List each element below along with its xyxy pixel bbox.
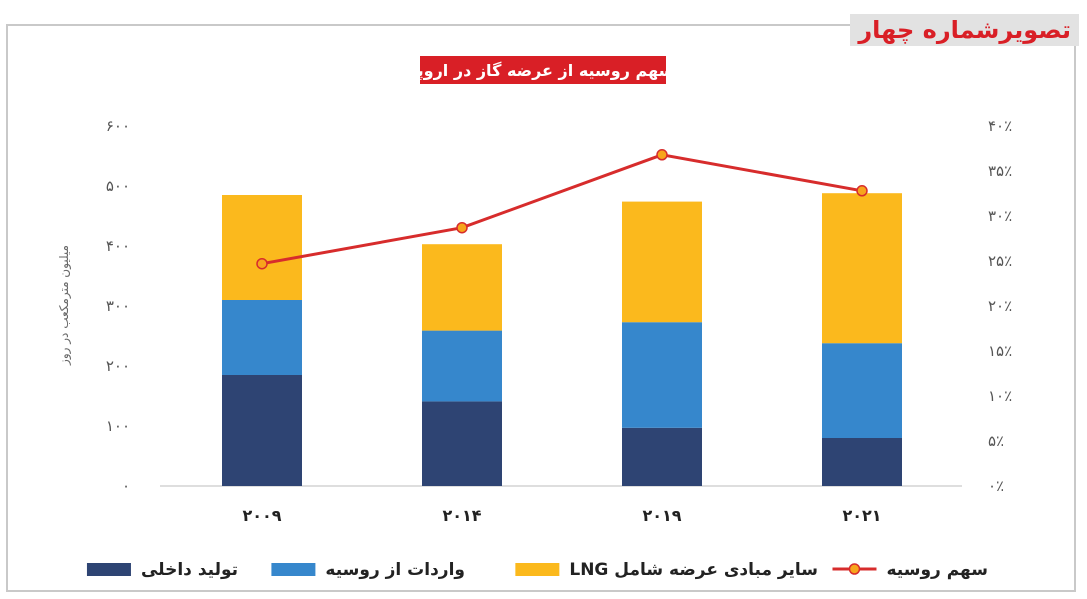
chart-title-background	[420, 56, 666, 84]
y2-tick-label: ۳۰٪	[988, 207, 1012, 225]
bar-segment	[622, 201, 702, 323]
y-tick-label: ۰	[122, 477, 130, 495]
bar-segment	[222, 375, 302, 486]
bars	[222, 193, 902, 486]
y-tick-label: ۲۰۰	[106, 357, 130, 375]
bar-segment	[422, 244, 502, 331]
x-tick-label: ۲۰۱۹	[642, 506, 681, 525]
y-axis-ticks: ۰ ۱۰۰ ۲۰۰ ۳۰۰ ۴۰۰ ۵۰۰ ۶۰۰	[106, 117, 130, 495]
bar-segment	[822, 343, 902, 438]
y-tick-label: ۶۰۰	[106, 117, 130, 135]
legend-swatch	[515, 563, 560, 576]
bar-segment	[222, 300, 302, 375]
y2-tick-label: ۱۰٪	[988, 387, 1012, 405]
legend-label: سهم روسیه	[886, 560, 988, 580]
bar-segment	[622, 427, 702, 486]
x-tick-label: ۲۰۱۴	[442, 506, 481, 525]
share-point	[256, 257, 268, 270]
bar-segment	[622, 322, 702, 428]
bar-segment	[422, 330, 502, 402]
y2-tick-label: ۴۰٪	[988, 117, 1012, 135]
bar-segment	[822, 438, 902, 486]
x-tick-label: ۲۰۰۹	[242, 506, 281, 525]
y-tick-label: ۵۰۰	[106, 177, 130, 195]
chart-title-group: سهم روسیه از عرضه گاز در اروپا	[412, 56, 675, 84]
legend-swatch	[86, 563, 131, 576]
y2-tick-label: ۵٪	[988, 432, 1004, 450]
y2-tick-label: ۰٪	[988, 477, 1004, 495]
bar-segment	[422, 401, 502, 486]
legend-label: تولید داخلی	[141, 560, 238, 580]
share-point	[656, 149, 668, 161]
bar-segment	[822, 193, 902, 344]
y2-tick-label: ۱۵٪	[988, 342, 1012, 360]
y2-axis-ticks: ۰٪ ۵٪ ۱۰٪ ۱۵٪ ۲۰٪ ۲۵٪ ۳۰٪ ۳۵٪ ۴۰٪	[988, 117, 1012, 495]
bar-segment	[222, 195, 302, 300]
y2-tick-label: ۳۵٪	[988, 162, 1012, 180]
share-point	[856, 185, 868, 197]
x-tick-label: ۲۰۲۱	[842, 506, 881, 525]
chart-title: سهم روسیه از عرضه گاز در اروپا	[412, 61, 675, 81]
y2-tick-label: ۲۵٪	[988, 252, 1012, 270]
share-point	[456, 221, 468, 234]
y-tick-label: ۴۰۰	[106, 237, 130, 255]
y-tick-label: ۱۰۰	[106, 417, 130, 435]
figure-number-badge: تصویرشماره چهار	[850, 14, 1079, 46]
share-line	[256, 149, 868, 270]
legend-swatch-marker	[848, 563, 861, 575]
share-line-path	[261, 153, 863, 266]
legend-swatch	[271, 563, 316, 576]
x-axis-ticks: ۲۰۰۹ ۲۰۱۴ ۲۰۱۹ ۲۰۲۱	[242, 506, 881, 525]
y2-tick-label: ۲۰٪	[988, 297, 1012, 315]
y-axis-label: میلیون مترمکعب در روز	[57, 245, 72, 366]
legend: سهم روسیه سایر مبادی عرضه شامل LNG واردات …	[86, 560, 988, 580]
legend-label: سایر مبادی عرضه شامل LNG	[569, 560, 818, 580]
y-tick-label: ۳۰۰	[106, 297, 130, 315]
legend-label: واردات از روسیه	[325, 560, 465, 580]
